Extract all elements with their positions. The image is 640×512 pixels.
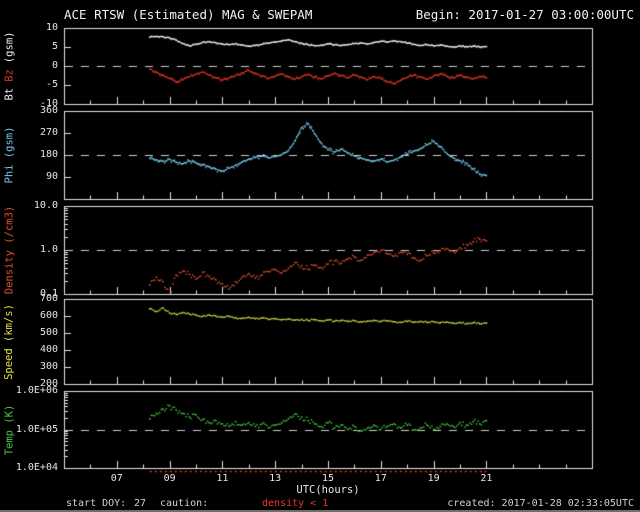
y-axis-label-bt-bz: Bt Bz (gsm) [0,28,20,104]
start-doy-label: start DOY: [66,498,127,509]
y-tick-label: 600 [39,310,58,321]
y-tick-label: 90 [45,171,58,182]
y-tick-label: -10 [39,98,58,109]
y-tick-label: -5 [45,79,58,90]
y-tick-label: 0 [51,60,58,71]
y-axis-label-part: Speed (km/s) [3,303,16,380]
x-axis-label: UTC(hours) [296,484,360,496]
y-tick-label: 1.0E+06 [15,385,58,396]
x-tick-label: 13 [269,473,282,484]
y-axis-label-part: (gsm) [3,31,16,64]
y-tick-label: 400 [39,344,58,355]
x-tick-label: 17 [374,473,387,484]
y-axis-label-temp: Temp (K) [0,391,20,468]
y-tick-label: 1.0E+04 [15,462,58,473]
y-tick-label: 10.0 [33,200,58,211]
plot-title: ACE RTSW (Estimated) MAG & SWEPAM [64,7,313,22]
x-tick-label: 19 [427,473,440,484]
y-axis-label-phi: Phi (gsm) [0,111,20,199]
y-tick-label: 360 [39,105,58,116]
y-tick-label: 10 [45,22,58,33]
y-tick-label: 180 [39,149,58,160]
y-tick-label: 270 [39,127,58,138]
y-axis-label-part: Density (/cm3) [3,205,16,295]
y-tick-label: 5 [51,41,58,52]
y-tick-label: 300 [39,361,58,372]
caution-message: density < 1 [262,498,329,509]
y-axis-label-part: Bz [3,69,16,82]
begin-timestamp: Begin: 2017-01-27 03:00:00UTC [415,7,634,22]
y-axis-label-part: Temp (K) [3,404,16,455]
y-tick-label: 1.0 [39,244,58,255]
y-axis-label-speed: Speed (km/s) [0,299,20,384]
y-tick-label: 500 [39,327,58,338]
y-tick-label: 1.0E+05 [15,423,58,435]
x-tick-label: 15 [321,473,335,484]
x-tick-label: 21 [480,473,493,484]
x-tick-label: 11 [216,473,229,484]
y-tick-label: 0.1 [39,288,58,299]
y-tick-label: 700 [39,293,58,304]
x-tick-label: 09 [163,473,176,484]
y-axis-label-density: Density (/cm3) [0,205,20,295]
x-tick-label: 07 [110,473,123,484]
y-tick-label: 200 [39,378,58,389]
start-doy-value: 27 [134,498,147,509]
bottom-border [0,510,640,512]
y-axis-label-part: Phi (gsm) [3,126,15,184]
y-axis-label-part: Bt [3,87,16,101]
caution-label: caution: [160,498,209,509]
created-timestamp: created: 2017-01-28 02:33:05UTC [447,498,634,509]
